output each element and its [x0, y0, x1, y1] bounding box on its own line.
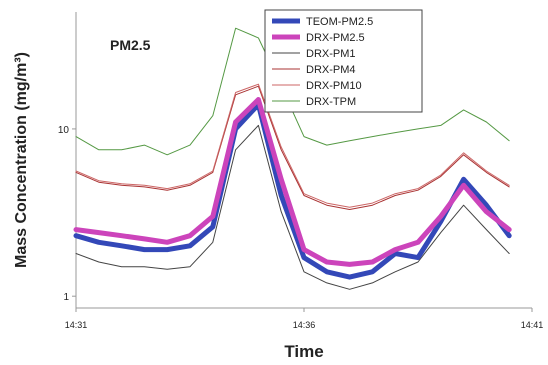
legend-label: DRX-PM1	[306, 48, 356, 60]
legend-box	[264, 9, 423, 113]
series-line-drx-pm2-5	[73, 97, 512, 267]
x-tick-label: 14:31	[65, 320, 88, 330]
x-tick-label: 14:41	[521, 320, 544, 330]
legend: TEOM-PM2.5 DRX-PM2.5 DRX-PM1 DRX-PM4 DRX-PM1…	[264, 9, 423, 113]
legend-label: DRX-TPM	[306, 96, 356, 108]
legend-label: DRX-PM4	[306, 64, 356, 76]
series-line-drx-pm10	[75, 83, 510, 208]
axis-ticks: 1 10 14:31 14:36 14:41	[58, 125, 543, 330]
series-line-teom-pm2-5	[73, 102, 512, 280]
x-axis-label: Time	[284, 342, 323, 361]
series-line-drx-pm4	[75, 85, 510, 210]
legend-label: DRX-PM2.5	[306, 32, 365, 44]
series-line-drx-pm1	[75, 124, 510, 290]
x-tick-label: 14:36	[293, 320, 316, 330]
y-axis-label: Mass Concentration (mg/m³)	[13, 52, 30, 268]
legend-label: TEOM-PM2.5	[306, 16, 373, 28]
chart-annotation: PM2.5	[110, 37, 151, 53]
series-layer	[73, 27, 512, 290]
y-tick-label: 1	[63, 292, 69, 303]
y-tick-label: 10	[58, 125, 70, 136]
legend-label: DRX-PM10	[306, 80, 362, 92]
